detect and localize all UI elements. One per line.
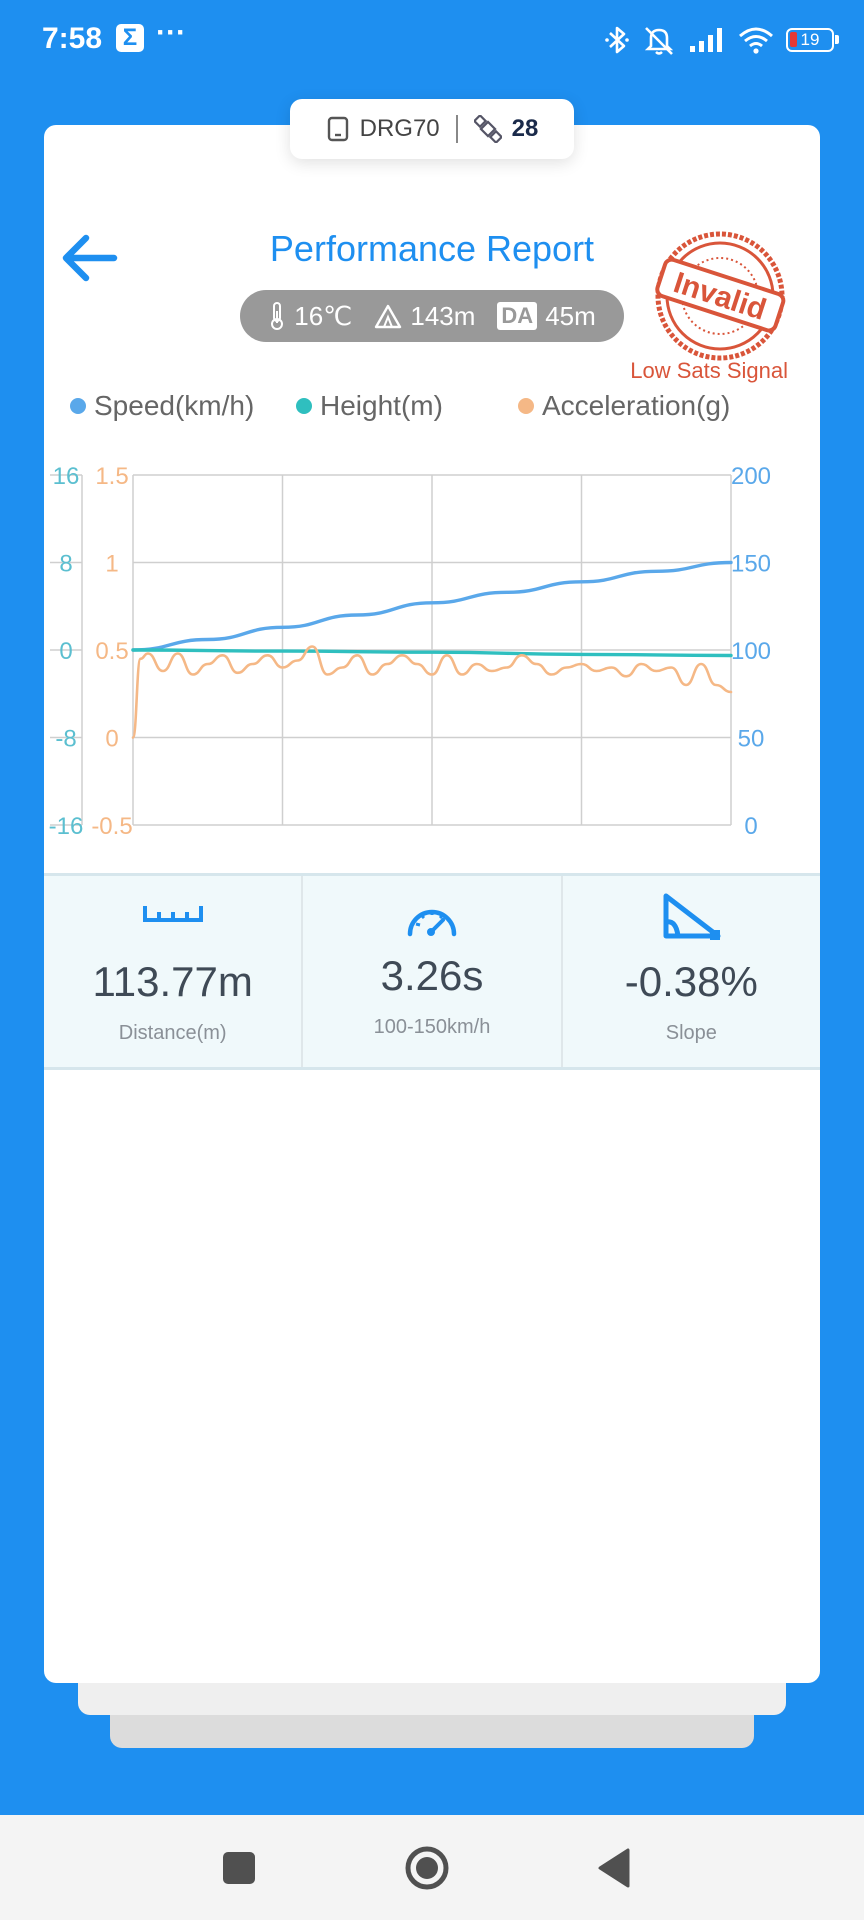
- mute-icon: [644, 27, 674, 55]
- slope-label: Slope: [665, 1022, 717, 1044]
- distance-value: 113.77m: [92, 958, 253, 1005]
- stat-distance: 113.77m Distance(m): [44, 876, 301, 1067]
- satellite-icon: [473, 115, 502, 143]
- time-value: 3.26s: [380, 952, 484, 999]
- status-overflow: ···: [156, 16, 186, 49]
- temperature-value: 16℃: [294, 300, 353, 331]
- battery-level: 19: [800, 30, 820, 49]
- speedometer-icon: [407, 909, 457, 937]
- back-triangle-icon[interactable]: [592, 1845, 638, 1891]
- acceleration-tick-label: 1: [105, 551, 118, 578]
- mountain-icon: [375, 304, 402, 329]
- legend-acceleration-label: Acceleration(g): [542, 390, 731, 421]
- status-bar: 7:58 Σ ··· 19: [0, 0, 864, 80]
- speed-tick-label: 150: [731, 551, 771, 578]
- stats-panel: 113.77m Distance(m) 3.26s 100-150km/h -0…: [44, 873, 820, 1070]
- height-series-line: [131, 648, 733, 658]
- acceleration-series-line: [131, 645, 733, 739]
- altitude-value: 143m: [410, 300, 476, 331]
- back-arrow-icon[interactable]: [58, 230, 122, 286]
- acceleration-tick-label: 0.5: [95, 638, 128, 665]
- legend-speed-dot: [70, 398, 86, 414]
- system-nav-bar: [0, 1815, 864, 1920]
- speed-tick-label: 0: [744, 813, 757, 840]
- legend-height-label: Height(m): [320, 390, 443, 421]
- battery-icon: 19: [786, 28, 839, 52]
- legend-acceleration[interactable]: Acceleration(g): [518, 390, 730, 422]
- acceleration-tick-label: -0.5: [91, 813, 132, 840]
- status-time: 7:58: [42, 22, 103, 55]
- slope-value: -0.38%: [624, 958, 758, 1005]
- legend-height[interactable]: Height(m): [296, 390, 443, 422]
- device-name: DRG70: [359, 115, 440, 142]
- acceleration-tick-label: 0: [105, 726, 118, 753]
- divider: [455, 115, 458, 143]
- height-tick-label: 0: [59, 638, 72, 665]
- height-tick-label: -8: [55, 726, 76, 753]
- speed-tick-label: 200: [731, 463, 771, 490]
- height-tick-label: -16: [49, 813, 84, 840]
- satellite-count: 28: [511, 115, 539, 142]
- chart-legend: Speed(km/h) Height(m) Acceleration(g): [70, 390, 790, 430]
- performance-chart: 16 8 0 -8 -16 1.5 1 0.5 0 -0.5 200 150 100 50 0: [49, 463, 771, 840]
- time-label: 100-150km/h: [373, 1016, 491, 1038]
- page-title: Performance Report: [269, 228, 595, 269]
- signal-icon: [690, 28, 722, 52]
- speed-tick-label: 100: [731, 638, 771, 665]
- speed-tick-label: 50: [738, 726, 765, 753]
- ruler-icon: [142, 906, 203, 922]
- legend-acceleration-dot: [518, 398, 534, 414]
- home-circle-icon[interactable]: [404, 1845, 450, 1891]
- stat-slope: -0.38% Slope: [560, 876, 820, 1067]
- recents-square-icon[interactable]: [216, 1845, 262, 1891]
- chart-axes: 16 8 0 -8 -16 1.5 1 0.5 0 -0.5 200 150 100 50 0: [49, 463, 771, 840]
- sigma-icon: Σ: [116, 24, 144, 52]
- acceleration-tick-label: 1.5: [95, 463, 128, 490]
- density-altitude-label: DA: [497, 302, 538, 330]
- chart-lines: [131, 560, 733, 739]
- legend-speed-label: Speed(km/h): [94, 390, 255, 421]
- speed-series-line: [131, 560, 733, 652]
- density-altitude-value: 45m: [545, 300, 596, 331]
- distance-label: Distance(m): [118, 1022, 227, 1044]
- slope-icon: [663, 893, 721, 940]
- legend-height-dot: [296, 398, 312, 414]
- low-sats-warning: Low Sats Signal: [630, 358, 788, 383]
- height-tick-label: 16: [53, 463, 80, 490]
- invalid-stamp: Invalid: [655, 231, 786, 361]
- wifi-icon: [739, 27, 773, 54]
- height-tick-label: 8: [59, 551, 72, 578]
- bluetooth-icon: [605, 26, 629, 54]
- thermometer-icon: [271, 302, 284, 330]
- environment-pill: 16℃ 143m DA 45m: [240, 290, 624, 342]
- device-pill[interactable]: DRG70 28: [290, 99, 574, 159]
- device-icon: [327, 116, 348, 142]
- chart-grid: [50, 474, 732, 826]
- legend-speed[interactable]: Speed(km/h): [70, 390, 254, 422]
- stat-time: 3.26s 100-150km/h: [301, 876, 560, 1067]
- status-icons: 19: [604, 22, 839, 58]
